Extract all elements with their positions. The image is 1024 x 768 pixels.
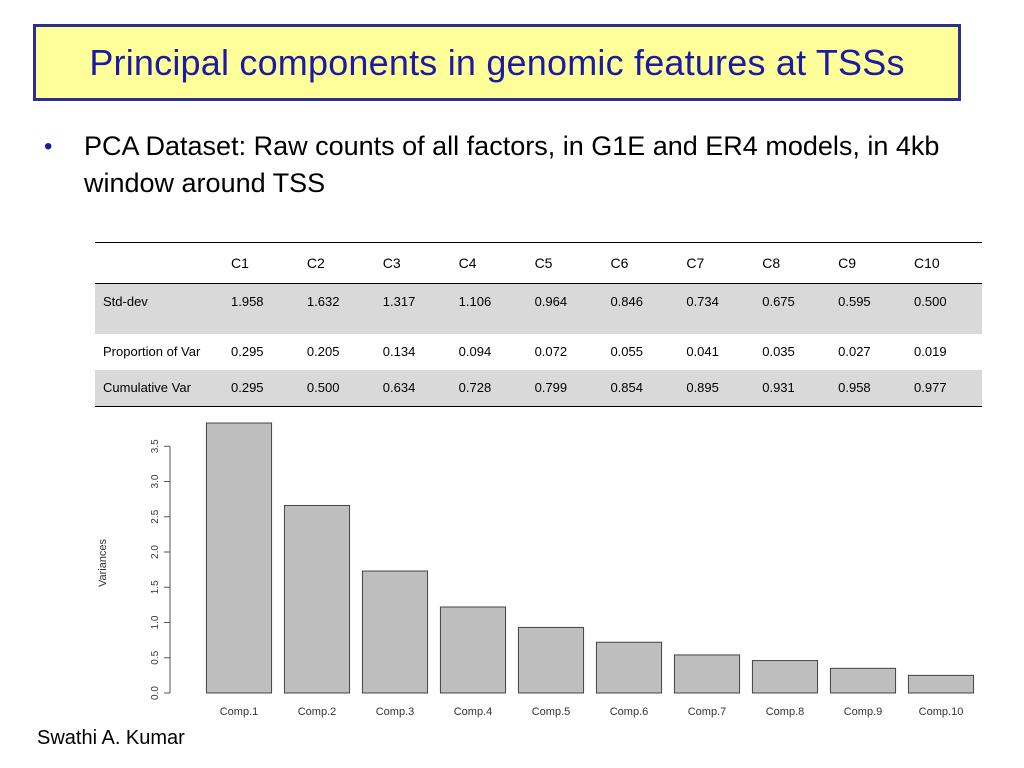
table-cell: 0.295: [223, 333, 299, 370]
bar: [517, 626, 585, 694]
x-category-label: Comp.4: [454, 706, 493, 718]
table-header-cell: C1: [223, 242, 299, 284]
table-cell: 0.019: [906, 333, 982, 370]
y-tick-label: 1.5: [150, 580, 161, 594]
table-cell: 0.500: [906, 283, 982, 334]
table-header-row: C1 C2 C3 C4 C5 C6 C7 C8 C9 C10: [95, 242, 982, 284]
bar: [361, 570, 429, 694]
x-category-label: Comp.9: [844, 706, 883, 718]
table-cell: 0.134: [374, 333, 451, 370]
bar: [595, 641, 663, 694]
table-cell: 0.854: [602, 369, 679, 406]
title-box: Principal components in genomic features…: [33, 24, 961, 101]
table-cell: 0.931: [754, 369, 831, 406]
bar: [751, 660, 819, 694]
y-tick-label: 3.0: [150, 474, 161, 488]
row-label: Proportion of Var: [95, 333, 223, 370]
bullet-point: • PCA Dataset: Raw counts of all factors…: [44, 128, 974, 202]
table-header-cell: C4: [450, 242, 527, 284]
table-cell: 0.295: [223, 369, 299, 406]
bullet-text: PCA Dataset: Raw counts of all factors, …: [84, 131, 940, 198]
table-cell: 1.632: [298, 283, 375, 334]
table-header-cell: C7: [678, 242, 755, 284]
y-tick-label: 2.0: [150, 545, 161, 559]
table-header-cell: C10: [906, 242, 982, 284]
y-tick-label: 2.5: [150, 509, 161, 523]
table-header-cell: C5: [526, 242, 603, 284]
table-cell: 0.958: [830, 369, 907, 406]
table-cell: 0.675: [754, 283, 831, 334]
table-header-cell: C8: [754, 242, 831, 284]
table-cell: 0.595: [830, 283, 907, 334]
x-category-label: Comp.3: [376, 706, 415, 718]
bullet-marker: •: [44, 133, 53, 160]
table-header-cell: C6: [602, 242, 679, 284]
table-header-cell: C9: [830, 242, 907, 284]
slide-title: Principal components in genomic features…: [89, 41, 905, 83]
table-header-cell: C2: [298, 242, 375, 284]
y-tick-label: 1.0: [150, 615, 161, 629]
y-tick-label: 0.5: [150, 650, 161, 664]
table-cell: 0.728: [450, 369, 527, 406]
pca-summary-table: C1 C2 C3 C4 C5 C6 C7 C8 C9 C10 Std-dev 1…: [95, 242, 982, 407]
table-cell: 0.055: [602, 333, 679, 370]
table-cell: 0.977: [906, 369, 982, 406]
table-cell: 0.846: [602, 283, 679, 334]
table-row: Proportion of Var 0.295 0.205 0.134 0.09…: [95, 333, 982, 370]
table-cell: 0.734: [678, 283, 755, 334]
y-tick-label: 3.5: [150, 439, 161, 453]
variance-bar-chart: 0.0 0.5 1.0 1.5 2.0 2.5 3.0 3.5 Variances Comp.1 C…: [97, 422, 975, 718]
table-cell: 0.041: [678, 333, 755, 370]
table-cell: 0.895: [678, 369, 755, 406]
table-cell: 0.634: [374, 369, 451, 406]
x-category-label: Comp.10: [919, 706, 964, 718]
x-category-label: Comp.7: [688, 706, 727, 718]
y-tick-label: 0.0: [150, 686, 161, 700]
table-cell: 0.094: [450, 333, 527, 370]
x-category-label: Comp.6: [610, 706, 649, 718]
table-cell: 1.106: [450, 283, 527, 334]
x-category-label: Comp.1: [220, 706, 259, 718]
table-header-cell: [95, 242, 223, 284]
bar: [673, 654, 741, 694]
row-label: Std-dev: [95, 283, 223, 334]
y-axis-label: Variances: [97, 538, 109, 587]
bar: [829, 667, 897, 694]
table-cell: 0.072: [526, 333, 603, 370]
bar: [205, 422, 273, 694]
table-row: Std-dev 1.958 1.632 1.317 1.106 0.964 0.…: [95, 283, 982, 334]
table-cell: 0.500: [298, 369, 375, 406]
table-cell: 0.205: [298, 333, 375, 370]
author-footer: Swathi A. Kumar: [37, 727, 185, 749]
table-cell: 1.958: [223, 283, 299, 334]
table-cell: 0.799: [526, 369, 603, 406]
table-cell: 1.317: [374, 283, 451, 334]
table-row: Cumulative Var 0.295 0.500 0.634 0.728 0…: [95, 369, 982, 406]
x-category-label: Comp.2: [298, 706, 337, 718]
table-header-cell: C3: [374, 242, 451, 284]
table-cell: 0.035: [754, 333, 831, 370]
bar: [907, 674, 975, 694]
bar: [439, 606, 507, 694]
row-label: Cumulative Var: [95, 369, 223, 406]
table-cell: 0.027: [830, 333, 907, 370]
x-category-label: Comp.8: [766, 706, 805, 718]
x-category-label: Comp.5: [532, 706, 571, 718]
bar: [283, 504, 351, 694]
table-cell: 0.964: [526, 283, 603, 334]
